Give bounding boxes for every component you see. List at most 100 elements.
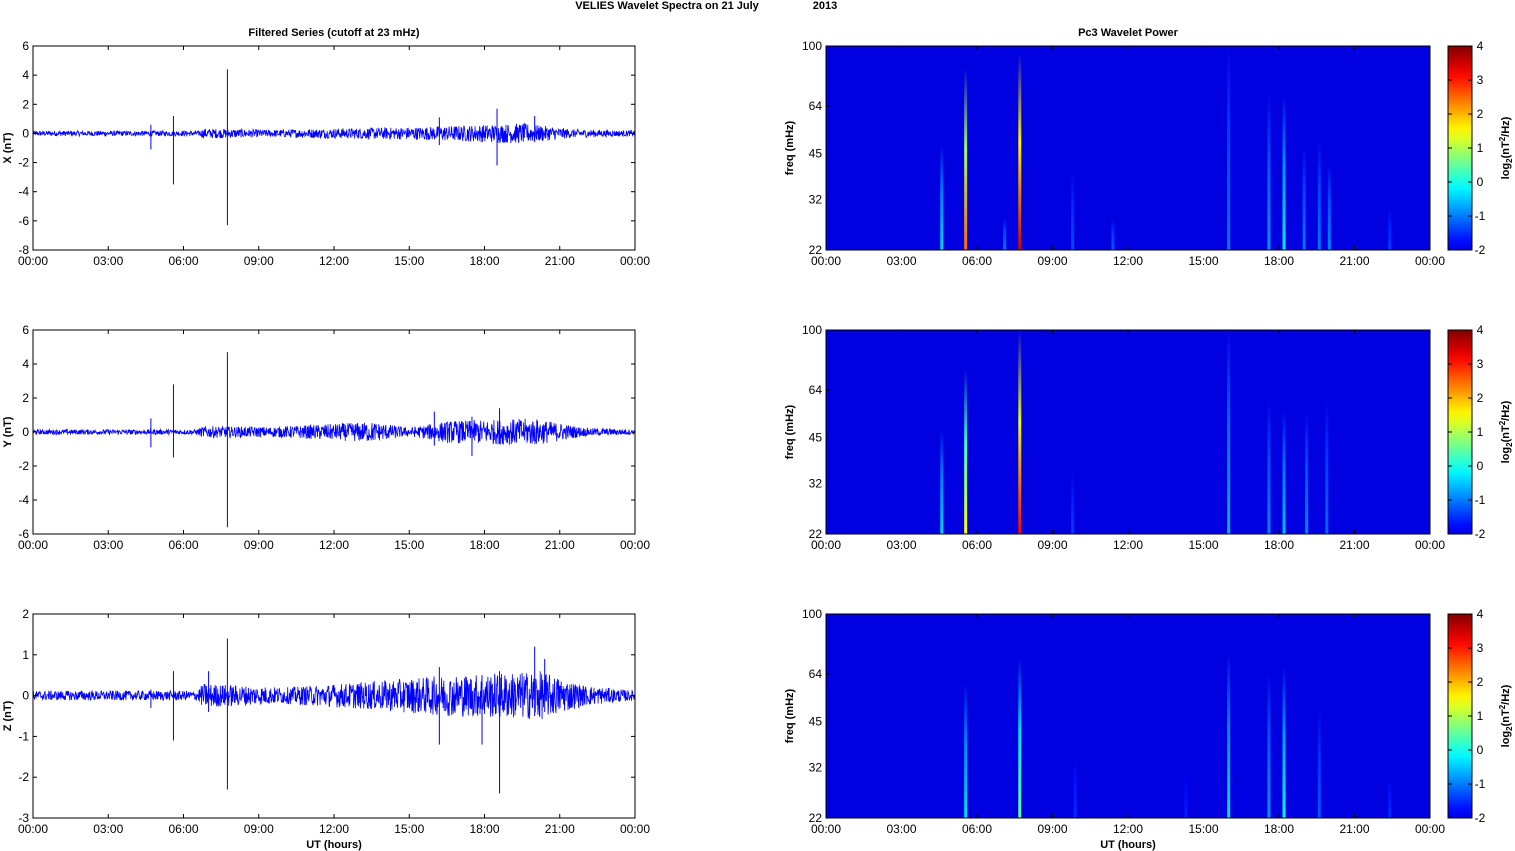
y-series-y-tick-label: 6 — [22, 323, 29, 337]
x-series-x-tick-label: 06:00 — [168, 254, 198, 268]
x-power-x-tick-label: 06:00 — [962, 254, 992, 268]
z-power-streak — [1227, 652, 1231, 818]
x-series-x-tick-label: 18:00 — [469, 254, 499, 268]
z-series-y-tick-label: -1 — [18, 729, 29, 743]
z-power-y-tick-label: 100 — [802, 607, 822, 621]
x-power-y-tick-label: 64 — [809, 99, 823, 113]
z-power-streak — [1184, 767, 1188, 818]
y-series-x-tick-label: 06:00 — [168, 538, 198, 552]
figure-title-year: 2013 — [813, 0, 837, 12]
z-series-xlabel: UT (hours) — [306, 839, 362, 851]
x-power-title: Pc3 Wavelet Power — [1078, 27, 1179, 39]
z-power-colorbar-tick-label: 0 — [1477, 743, 1484, 757]
y-power-x-tick-label: 00:00 — [811, 538, 841, 552]
x-power-y-tick-label: 45 — [809, 147, 823, 161]
z-power-x-tick-label: 03:00 — [886, 822, 916, 836]
y-series-x-tick-label: 15:00 — [394, 538, 424, 552]
x-series-x-tick-label: 12:00 — [319, 254, 349, 268]
x-power-x-tick-label: 12:00 — [1113, 254, 1143, 268]
y-power-x-tick-label: 03:00 — [886, 538, 916, 552]
x-power-x-tick-label: 00:00 — [1415, 254, 1445, 268]
y-power-x-tick-label: 15:00 — [1188, 538, 1218, 552]
z-series-x-tick-label: 06:00 — [168, 822, 198, 836]
x-series-y-tick-label: -2 — [18, 156, 29, 170]
y-power-y-tick-label: 100 — [802, 323, 822, 337]
x-power-streak — [940, 144, 944, 250]
y-series-x-tick-label: 12:00 — [319, 538, 349, 552]
z-power-x-tick-label: 09:00 — [1037, 822, 1067, 836]
x-power-colorbar-tick-label: 3 — [1477, 73, 1484, 87]
y-power-y-tick-label: 32 — [809, 477, 823, 491]
y-series-series-line — [32, 418, 636, 445]
z-power-streak — [964, 682, 968, 818]
x-series-ylabel: X (nT) — [2, 132, 14, 163]
z-power-streak — [1317, 707, 1321, 818]
z-series-y-tick-label: 2 — [22, 607, 29, 621]
z-series-plot-area — [33, 614, 635, 818]
x-power-streak — [964, 67, 968, 250]
y-power-x-tick-label: 00:00 — [1415, 538, 1445, 552]
y-series-y-tick-label: 4 — [22, 357, 29, 371]
x-series-y-tick-label: -6 — [18, 214, 29, 228]
z-series-x-tick-label: 21:00 — [545, 822, 575, 836]
y-power-x-tick-label: 21:00 — [1339, 538, 1369, 552]
x-power-x-tick-label: 00:00 — [811, 254, 841, 268]
x-power-streak — [1071, 169, 1075, 250]
z-power-colorbar-label: log2(nT2/Hz) — [1498, 684, 1514, 747]
x-power-colorbar-tick-label: -1 — [1475, 209, 1486, 223]
x-series-x-tick-label: 00:00 — [620, 254, 650, 268]
y-power-heatmap-bg — [826, 330, 1430, 534]
z-series-x-tick-label: 12:00 — [319, 822, 349, 836]
z-series-x-tick-label: 00:00 — [620, 822, 650, 836]
x-power-streak — [1018, 52, 1022, 250]
x-power-streak — [1267, 94, 1271, 251]
z-series-y-tick-label: -2 — [18, 770, 29, 784]
y-series-x-tick-label: 00:00 — [620, 538, 650, 552]
y-power-streak — [1325, 398, 1329, 534]
y-power-streak — [1018, 330, 1022, 534]
y-power-y-tick-label: 22 — [809, 527, 823, 541]
z-power-colorbar-tick-label: 3 — [1477, 641, 1484, 655]
y-series-x-tick-label: 21:00 — [545, 538, 575, 552]
y-power-y-tick-label: 45 — [809, 431, 823, 445]
x-power-ylabel: freq (mHz) — [784, 120, 796, 175]
y-power-streak — [1227, 330, 1231, 534]
y-series-y-tick-label: -2 — [18, 459, 29, 473]
x-power-x-tick-label: 18:00 — [1264, 254, 1294, 268]
figure-title: VELIES Wavelet Spectra on 21 July — [575, 0, 759, 12]
x-power-x-tick-label: 03:00 — [886, 254, 916, 268]
z-power-x-tick-label: 15:00 — [1188, 822, 1218, 836]
z-series-x-tick-label: 03:00 — [93, 822, 123, 836]
panels: -8 -6 -4 -2 0 2 4 6 00:00 03:00 06:00 09:00 12:00 15:… — [2, 27, 1514, 851]
x-series-panel: -8 -6 -4 -2 0 2 4 6 00:00 03:00 06:00 09:00 12:00 15:… — [2, 27, 650, 268]
x-power-colorbar-tick-label: -2 — [1475, 243, 1486, 257]
x-power-x-tick-label: 09:00 — [1037, 254, 1067, 268]
z-series-y-tick-label: 0 — [22, 689, 29, 703]
y-series-y-tick-label: -4 — [18, 493, 29, 507]
x-power-colorbar-tick-label: 4 — [1477, 39, 1484, 53]
x-series-y-tick-label: 2 — [22, 97, 29, 111]
z-power-x-tick-label: 18:00 — [1264, 822, 1294, 836]
x-series-y-tick-label: 6 — [22, 39, 29, 53]
y-series-x-tick-label: 00:00 — [18, 538, 48, 552]
y-series-y-tick-label: 2 — [22, 391, 29, 405]
z-power-colorbar-tick-label: 1 — [1477, 709, 1484, 723]
x-power-colorbar-tick-label: 0 — [1477, 175, 1484, 189]
x-power-streak — [1282, 94, 1286, 251]
z-series-ylabel: Z (nT) — [2, 700, 14, 731]
x-power-streak — [1388, 208, 1392, 250]
x-series-y-tick-label: -4 — [18, 185, 29, 199]
y-series-panel: -6 -4 -2 0 2 4 6 00:00 03:00 06:00 09:00 12:00 15:00… — [2, 323, 650, 552]
z-power-x-tick-label: 12:00 — [1113, 822, 1143, 836]
z-series-x-tick-label: 09:00 — [244, 822, 274, 836]
z-power-y-tick-label: 22 — [809, 811, 823, 825]
y-series-ylabel: Y (nT) — [2, 416, 14, 447]
y-power-colorbar-tick-label: -2 — [1475, 527, 1486, 541]
x-power-streak — [1317, 139, 1321, 250]
y-series-y-tick-label: 0 — [22, 425, 29, 439]
z-power-y-tick-label: 32 — [809, 761, 823, 775]
x-power-heatmap-bg — [826, 46, 1430, 250]
y-series-y-tick-label: -6 — [18, 527, 29, 541]
x-series-title: Filtered Series (cutoff at 23 mHz) — [248, 27, 419, 39]
